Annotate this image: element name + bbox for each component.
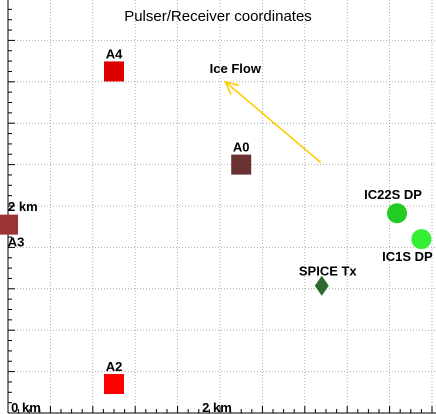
- marker-a2: [104, 374, 124, 395]
- marker-spice-tx: [314, 275, 329, 296]
- ice-flow-arrowhead: [223, 80, 240, 95]
- marker-ic22s-dp: [387, 203, 408, 224]
- label-ic1s-dp: IC1S DP: [382, 249, 433, 264]
- axes: [7, 0, 436, 414]
- label-spice-tx: SPICE Tx: [299, 264, 358, 279]
- label-ic22s-dp: IC22S DP: [364, 187, 422, 202]
- marker-a3: [0, 214, 18, 235]
- label-a2: A2: [106, 359, 123, 374]
- x-tick-label: 2 km: [202, 400, 232, 414]
- tick-labels: 0 km 2 km 2 km: [8, 199, 232, 414]
- label-a4: A4: [106, 46, 123, 61]
- marker-ic1s-dp: [411, 229, 432, 250]
- marker-a0: [231, 154, 252, 175]
- ice-flow-label: Ice Flow: [210, 61, 262, 76]
- marker-a4: [104, 61, 124, 82]
- data-points: A4 A0 A3 A2 IC22S DP IC1S DP SPICE Tx: [0, 46, 433, 395]
- x-tick-label: 0 km: [11, 400, 41, 414]
- label-a3: A3: [8, 235, 25, 250]
- label-a0: A0: [233, 140, 250, 155]
- annotations: Ice Flow: [210, 61, 322, 164]
- ice-flow-arrow: [224, 81, 322, 164]
- y-tick-label: 2 km: [8, 199, 38, 214]
- chart-title: Pulser/Receiver coordinates: [124, 8, 312, 25]
